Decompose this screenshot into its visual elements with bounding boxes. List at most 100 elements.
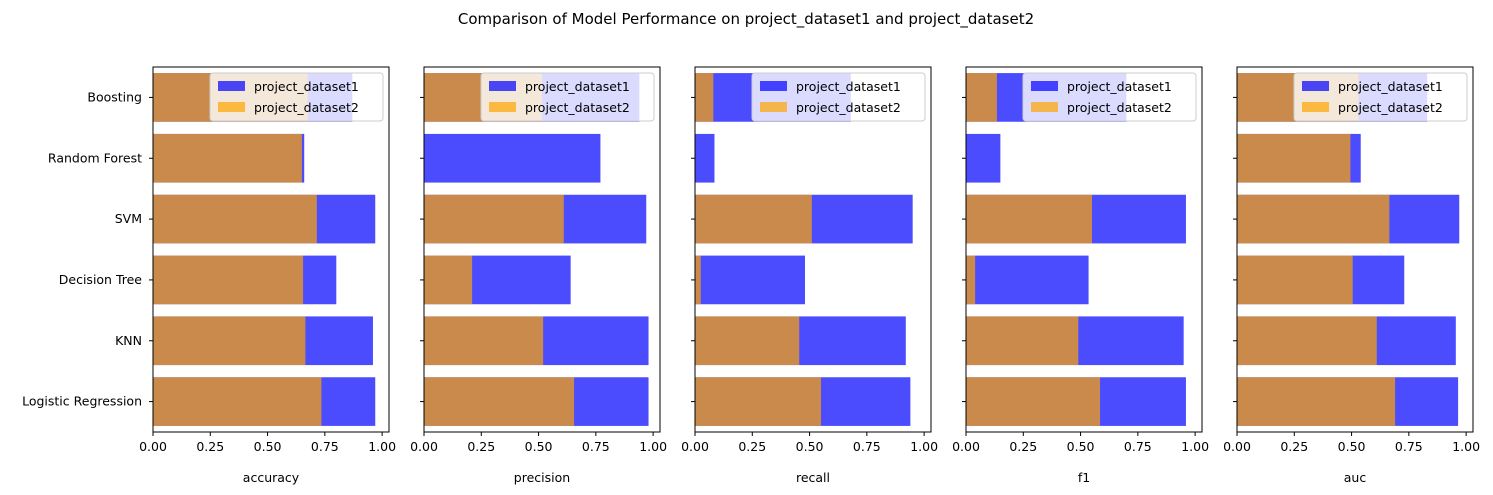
x-tick-label: 0.50 [796,439,824,454]
bar-f1-project_dataset2-1 [966,316,1079,366]
y-tick-label: Random Forest [48,150,142,165]
legend: project_dataset1 project_dataset2 [1022,72,1197,122]
x-tick-label: 0.75 [311,439,339,454]
bar-auc-project_dataset2-1 [1237,316,1377,366]
legend-swatch-project_dataset1 [489,81,516,91]
legend: project_dataset1 project_dataset2 [480,72,655,122]
bar-auc-project_dataset2-2 [1237,255,1353,305]
legend-swatch-project_dataset2 [760,102,787,112]
x-tick-label: 0.00 [952,439,980,454]
bar-f1-project_dataset2-5 [966,73,997,122]
bar-f1-project_dataset2-0 [966,377,1101,426]
legend-label-project_dataset1: project_dataset1 [1067,79,1172,94]
legend-swatch-project_dataset2 [1031,102,1058,112]
bar-f1-project_dataset1-2 [966,255,1089,305]
bar-recall-project_dataset2-1 [695,316,800,366]
x-axis-label: precision [514,470,570,485]
bar-precision-project_dataset2-2 [424,255,473,305]
x-axis-label: f1 [1078,470,1090,485]
legend-box [1022,72,1197,122]
legend-box [209,72,384,122]
x-tick-label: 0.25 [738,439,766,454]
bar-precision-project_dataset2-1 [424,316,544,366]
axes-frame [423,66,661,433]
axes-frame [152,66,390,433]
y-tick-label: SVM [115,211,142,226]
legend-box [1293,72,1468,122]
x-tick-label: 0.25 [196,439,224,454]
x-tick-label: 0.00 [139,439,167,454]
panel-precision: 0.00 0.25 0.50 0.75 1.00 precision project_dat… [410,66,667,485]
x-tick-label: 0.25 [467,439,495,454]
legend-swatch-project_dataset1 [1302,81,1329,91]
x-tick-label: 0.50 [525,439,553,454]
bar-precision-project_dataset2-0 [424,377,575,426]
x-tick-label: 1.00 [639,439,667,454]
x-tick-label: 0.25 [1009,439,1037,454]
legend-swatch-project_dataset2 [218,102,245,112]
legend-label-project_dataset2: project_dataset2 [254,100,359,115]
x-tick-label: 1.00 [1181,439,1209,454]
panel-auc: 0.00 0.25 0.50 0.75 1.00 auc project_dataset1p… [1223,66,1480,485]
legend-label-project_dataset1: project_dataset1 [796,79,901,94]
bar-accuracy-project_dataset2-2 [153,255,304,305]
axes-frame [965,66,1203,433]
legend: project_dataset1 project_dataset2 [209,72,384,122]
legend-swatch-project_dataset1 [1031,81,1058,91]
x-tick-label: 1.00 [368,439,396,454]
panel-recall: 0.00 0.25 0.50 0.75 1.00 recall project_datase… [681,66,938,485]
x-tick-label: 0.00 [1223,439,1251,454]
y-tick-label: Decision Tree [59,272,143,287]
x-tick-label: 0.25 [1280,439,1308,454]
x-tick-label: 0.00 [681,439,709,454]
x-tick-label: 0.50 [1338,439,1366,454]
bar-recall-project_dataset2-0 [695,377,822,426]
y-tick-label: KNN [115,333,142,348]
x-axis-label: accuracy [243,470,300,485]
axes-frame [694,66,932,433]
legend-swatch-project_dataset2 [1302,102,1329,112]
legend-label-project_dataset2: project_dataset2 [525,100,630,115]
bar-auc-project_dataset2-0 [1237,377,1396,426]
bar-recall-project_dataset1-4 [695,133,715,183]
bar-recall-project_dataset2-5 [695,73,714,122]
axes-frame [1236,66,1474,433]
chart-panels: Logistic Regression KNN Decision Tree SVM Ra… [22,66,1480,485]
legend-label-project_dataset1: project_dataset1 [525,79,630,94]
legend-box [480,72,655,122]
x-tick-label: 0.75 [1395,439,1423,454]
panel-accuracy: Logistic Regression KNN Decision Tree SVM Ra… [22,66,396,485]
y-tick-label: Logistic Regression [22,394,142,409]
legend-swatch-project_dataset2 [489,102,516,112]
x-axis-label: auc [1344,470,1367,485]
bar-auc-project_dataset2-3 [1237,194,1390,244]
y-tick-label: Boosting [87,89,142,104]
legend-swatch-project_dataset1 [218,81,245,91]
x-tick-label: 0.75 [853,439,881,454]
bar-auc-project_dataset2-4 [1237,133,1351,183]
bar-f1-project_dataset2-2 [966,255,976,305]
legend-label-project_dataset2: project_dataset2 [1338,100,1443,115]
bar-accuracy-project_dataset2-0 [153,377,322,426]
bar-recall-project_dataset2-2 [695,255,701,305]
figure-title: Comparison of Model Performance on proje… [458,10,1034,29]
bar-precision-project_dataset1-4 [424,133,601,183]
x-tick-label: 1.00 [1452,439,1480,454]
bar-recall-project_dataset2-3 [695,194,812,244]
x-tick-label: 0.75 [582,439,610,454]
bar-precision-project_dataset2-3 [424,194,564,244]
legend: project_dataset1 project_dataset2 [751,72,926,122]
legend-label-project_dataset2: project_dataset2 [796,100,901,115]
bar-accuracy-project_dataset2-4 [153,133,302,183]
bar-accuracy-project_dataset2-3 [153,194,317,244]
panel-f1: 0.00 0.25 0.50 0.75 1.00 f1 project_dataset1pr… [952,66,1209,485]
x-tick-label: 0.50 [254,439,282,454]
x-tick-label: 0.00 [410,439,438,454]
x-tick-label: 1.00 [910,439,938,454]
legend-label-project_dataset1: project_dataset1 [1338,79,1443,94]
legend-label-project_dataset2: project_dataset2 [1067,100,1172,115]
x-axis-label: recall [796,470,830,485]
legend-swatch-project_dataset1 [760,81,787,91]
legend-label-project_dataset1: project_dataset1 [254,79,359,94]
